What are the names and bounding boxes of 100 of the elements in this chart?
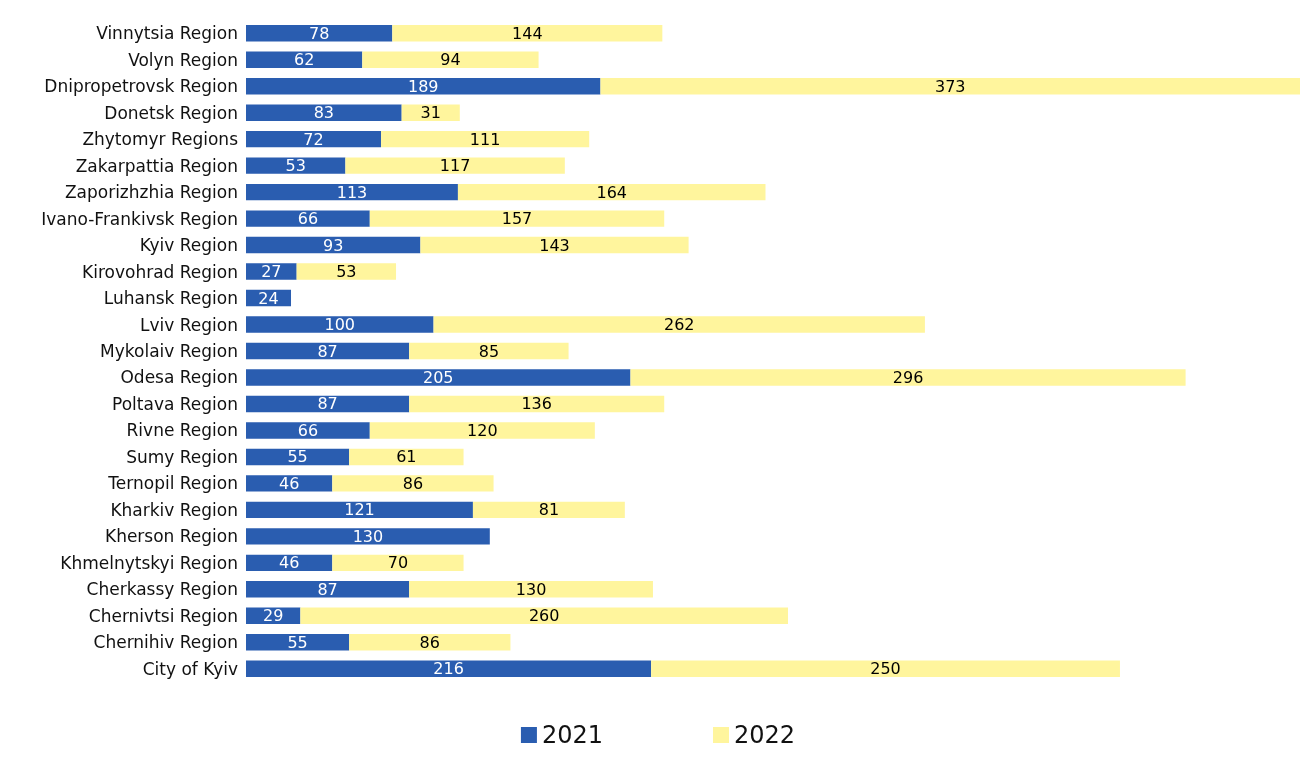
data-label: 117 <box>439 156 471 176</box>
bar <box>246 77 601 95</box>
data-label: 83 <box>313 103 335 123</box>
bar <box>246 51 363 68</box>
bar <box>246 130 382 148</box>
data-label: 130 <box>515 579 547 599</box>
bar <box>345 157 565 174</box>
y-tick-label: Luhansk Region <box>103 288 238 309</box>
bar <box>246 475 333 492</box>
data-label: 87 <box>317 579 338 599</box>
y-tick-label: Vinnytsia Region <box>96 23 238 44</box>
data-label: 157 <box>501 209 533 229</box>
bar <box>246 316 434 333</box>
y-tick-label: Khmelnytskyi Region <box>60 552 238 573</box>
bar <box>246 422 370 439</box>
data-label: 46 <box>278 553 300 573</box>
data-label: 87 <box>317 341 338 361</box>
data-label: 29 <box>263 606 284 626</box>
bar <box>369 210 665 227</box>
data-label: 189 <box>407 76 439 96</box>
bar <box>600 77 1300 95</box>
data-label: 130 <box>352 526 384 546</box>
data-label: 120 <box>467 420 498 440</box>
data-label: 111 <box>469 129 501 149</box>
bar <box>246 369 631 386</box>
bar <box>246 210 370 227</box>
data-label: 24 <box>258 288 279 308</box>
bar <box>246 183 458 201</box>
y-tick-label: Poltava Region <box>112 393 238 414</box>
y-tick-label: Chernihiv Region <box>93 632 238 653</box>
data-label: 100 <box>324 315 356 335</box>
bar <box>246 528 490 545</box>
data-label: 53 <box>285 156 306 176</box>
legend-label: 2021 <box>541 721 603 749</box>
data-label: 144 <box>512 23 543 43</box>
y-tick-label: Kyiv Region <box>139 235 238 256</box>
data-label: 373 <box>934 76 966 96</box>
data-label: 216 <box>433 659 464 679</box>
y-tick-label: Odesa Region <box>120 367 238 388</box>
bar <box>246 157 346 174</box>
data-label: 27 <box>261 262 282 282</box>
bar <box>332 475 494 492</box>
data-label: 66 <box>297 209 319 229</box>
data-label: 86 <box>402 473 424 493</box>
data-label: 121 <box>344 500 375 520</box>
bar <box>246 104 402 121</box>
bar <box>300 607 788 625</box>
data-label: 94 <box>440 50 461 70</box>
y-tick-label: Ivano-Frankivsk Region <box>41 208 238 229</box>
y-tick-label: Lviv Region <box>140 314 238 335</box>
y-tick-label: Chernivtsi Region <box>88 605 238 626</box>
y-tick-label: Zhytomyr Regions <box>82 129 239 150</box>
data-label: 86 <box>419 632 440 652</box>
bar <box>362 51 539 68</box>
y-tick-label: Volyn Region <box>128 49 238 70</box>
bar <box>630 369 1186 386</box>
data-label: 296 <box>892 367 924 387</box>
y-tick-label: Dnipropetrovsk Region <box>44 76 238 97</box>
data-label: 113 <box>336 182 368 202</box>
y-tick-label: Zaporizhzhia Region <box>64 182 238 203</box>
bar <box>246 581 410 598</box>
y-tick-label: Ternopil Region <box>107 473 238 494</box>
data-label: 55 <box>287 447 308 467</box>
data-label: 46 <box>278 473 300 493</box>
data-label: 164 <box>596 182 627 202</box>
y-tick-label: Kherson Region <box>104 526 238 547</box>
data-label: 93 <box>323 235 344 255</box>
bar <box>381 130 590 148</box>
bar <box>246 395 410 413</box>
data-label: 31 <box>420 103 441 123</box>
bar <box>433 316 925 333</box>
data-label: 62 <box>293 50 315 70</box>
y-tick-label: Rivne Region <box>126 420 238 441</box>
y-tick-label: Donetsk Region <box>104 102 238 123</box>
y-tick-label: Sumy Region <box>126 446 238 467</box>
bar <box>246 660 652 677</box>
data-label: 85 <box>478 341 500 361</box>
data-label: 61 <box>396 447 417 467</box>
bar <box>246 342 410 360</box>
data-label: 262 <box>663 315 695 335</box>
bar <box>246 25 393 42</box>
bar <box>409 395 665 413</box>
data-label: 136 <box>521 394 552 414</box>
data-label: 66 <box>297 420 319 440</box>
y-tick-label: Mykolaiv Region <box>100 341 238 361</box>
bar <box>246 501 473 519</box>
bar <box>246 448 350 466</box>
data-label: 72 <box>303 129 324 149</box>
bar <box>401 104 460 121</box>
y-tick-label: Kharkiv Region <box>110 499 238 520</box>
data-label: 205 <box>422 367 454 387</box>
bar <box>409 581 653 598</box>
bar <box>349 634 511 651</box>
bar <box>472 501 625 519</box>
data-label: 70 <box>387 553 409 573</box>
bar <box>420 236 689 254</box>
bar <box>392 25 663 42</box>
bar <box>246 263 297 280</box>
bar <box>409 342 569 360</box>
y-tick-label: Kirovohrad Region <box>82 261 238 282</box>
